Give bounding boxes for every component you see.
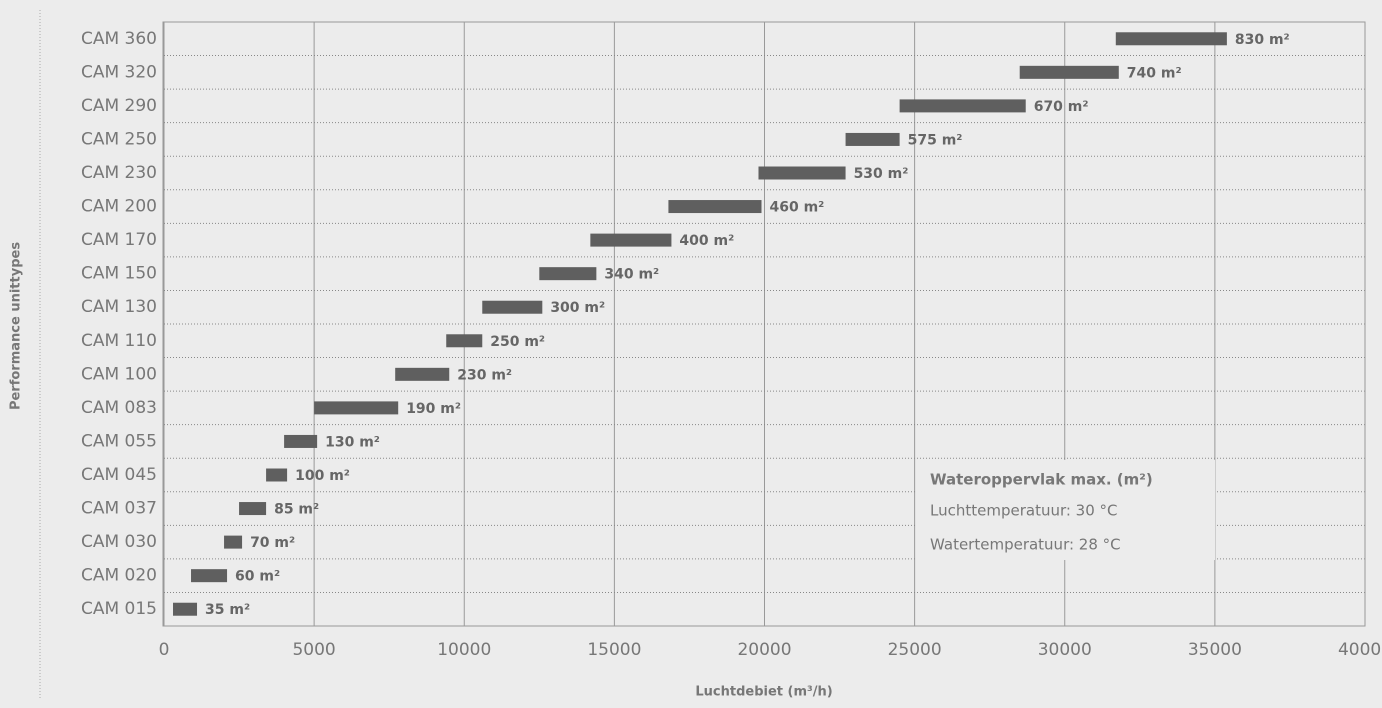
x-tick-label: 10000: [437, 640, 491, 660]
annotation-box: [916, 460, 1215, 560]
y-tick-label: CAM 110: [81, 331, 157, 351]
bar: [539, 267, 597, 281]
x-axis-label: Luchtdebiet (m³/h): [695, 685, 832, 700]
bar: [482, 300, 543, 314]
annotation-line: Luchttemperatuur: 30 °C: [930, 502, 1118, 520]
annotation-line: Watertemperatuur: 28 °C: [930, 536, 1121, 554]
bar: [173, 602, 198, 616]
y-tick-label: CAM 200: [81, 197, 157, 217]
value-label: 460 m²: [769, 200, 824, 216]
bar: [446, 334, 483, 348]
y-tick-label: CAM 170: [81, 230, 157, 250]
value-label: 70 m²: [250, 535, 295, 551]
value-label: 250 m²: [490, 334, 545, 350]
x-tick-label: 5000: [292, 640, 335, 660]
x-tick-label: 20000: [737, 640, 791, 660]
y-tick-label: CAM 150: [81, 264, 157, 284]
bar: [590, 233, 672, 247]
value-label: 60 m²: [235, 569, 280, 585]
value-label: 230 m²: [457, 367, 512, 383]
value-label: 575 m²: [908, 132, 963, 148]
bar: [314, 401, 399, 415]
value-label: 670 m²: [1034, 99, 1089, 115]
value-label: 85 m²: [274, 502, 319, 518]
y-tick-label: CAM 037: [81, 499, 157, 519]
x-tick-label: 35000: [1188, 640, 1242, 660]
y-tick-label: CAM 250: [81, 129, 157, 149]
x-tick-label: 0: [159, 640, 170, 660]
bar: [1019, 65, 1119, 79]
plot-frame: [162, 21, 1366, 627]
bar: [395, 367, 450, 381]
value-label: 100 m²: [295, 468, 350, 484]
bar: [266, 468, 288, 482]
value-label: 530 m²: [854, 166, 909, 182]
bar: [1115, 32, 1227, 46]
bar: [224, 535, 243, 549]
y-tick-label: CAM 030: [81, 532, 157, 552]
y-tick-label: CAM 055: [81, 431, 157, 451]
bar: [899, 99, 1026, 113]
value-label: 400 m²: [679, 233, 734, 249]
value-label: 740 m²: [1127, 65, 1182, 81]
y-tick-label: CAM 045: [81, 465, 157, 485]
y-axis-label: Performance unittypes: [9, 242, 24, 410]
value-label: 190 m²: [406, 401, 461, 417]
bar: [191, 569, 228, 583]
bar: [239, 502, 267, 516]
value-label: 35 m²: [205, 602, 250, 618]
y-tick-label: CAM 290: [81, 96, 157, 116]
x-tick-label: 15000: [587, 640, 641, 660]
y-tick-label: CAM 015: [81, 599, 157, 619]
y-tick-label: CAM 320: [81, 62, 157, 82]
x-tick-label: 40000: [1338, 640, 1382, 660]
value-label: 130 m²: [325, 434, 380, 450]
annotation-title: Wateroppervlak max. (m²): [930, 471, 1153, 489]
bar: [758, 166, 846, 180]
bar: [668, 200, 762, 214]
y-tick-label: CAM 020: [81, 566, 157, 586]
x-tick-label: 30000: [1038, 640, 1092, 660]
bar: [284, 434, 318, 448]
y-tick-label: CAM 360: [81, 29, 157, 49]
value-label: 830 m²: [1235, 32, 1290, 48]
value-label: 340 m²: [604, 267, 659, 283]
y-tick-label: CAM 100: [81, 364, 157, 384]
value-label: 300 m²: [550, 300, 605, 316]
y-tick-label: CAM 230: [81, 163, 157, 183]
y-tick-label: CAM 130: [81, 297, 157, 317]
bar: [845, 132, 900, 146]
y-tick-label: CAM 083: [81, 398, 157, 418]
x-tick-label: 25000: [888, 640, 942, 660]
